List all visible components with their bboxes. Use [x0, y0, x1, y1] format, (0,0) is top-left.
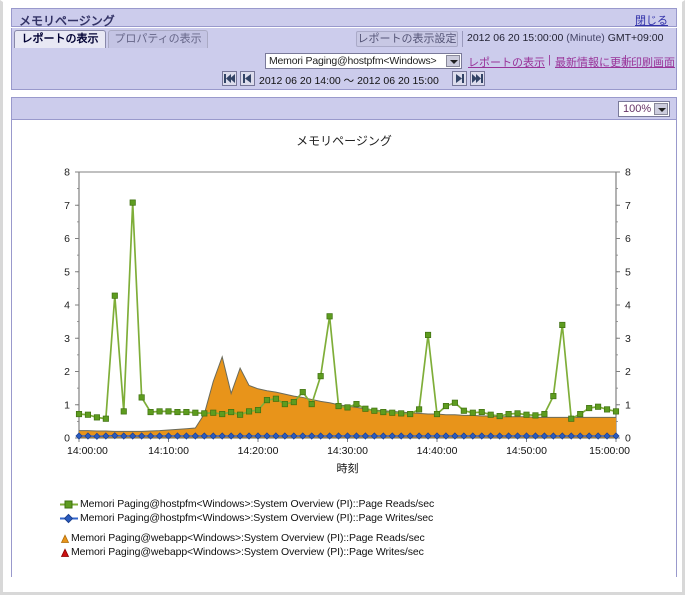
chevron-down-icon[interactable]	[654, 103, 668, 115]
tab-strip: レポートの表示 プロパティの表示 レポートの表示設定 2012 06 20 15…	[11, 28, 677, 49]
legend-marker-dome-red	[60, 548, 70, 557]
zoom-level-value: 100%	[623, 103, 652, 115]
show-report-link[interactable]: レポートの表示	[468, 57, 545, 69]
chevron-down-icon[interactable]	[446, 55, 460, 67]
chart-title: メモリページング	[296, 134, 392, 148]
timestamp-timezone: GMT+09:00	[607, 32, 664, 44]
svg-text:2: 2	[64, 366, 70, 378]
svg-text:5: 5	[64, 266, 70, 278]
skip-to-first-icon[interactable]	[222, 71, 237, 86]
svg-text:14:30:00: 14:30:00	[327, 445, 368, 457]
tab-properties-view[interactable]: プロパティの表示	[108, 30, 208, 48]
svg-text:3: 3	[625, 333, 631, 345]
agent-select[interactable]: Memori Paging@hostpfm<Windows>	[265, 53, 462, 69]
print-view-link[interactable]: 印刷画面	[631, 57, 675, 69]
timestamp-datetime: 2012 06 20 15:00:00	[467, 32, 564, 44]
refresh-link[interactable]: 最新情報に更新	[555, 57, 632, 69]
chart-plot: 0 0 1 1 2 2 3 3 4 4 5 5 6 6 7 7 8 8 14:00:00 14:10:00 14:20:…	[64, 167, 631, 476]
link-separator: |	[548, 54, 551, 66]
svg-text:6: 6	[625, 233, 631, 245]
svg-text:14:10:00: 14:10:00	[148, 445, 189, 457]
window-title: メモリページング	[19, 14, 115, 28]
svg-text:7: 7	[64, 200, 70, 212]
svg-text:1: 1	[64, 399, 70, 411]
svg-text:4: 4	[625, 300, 631, 312]
svg-text:0: 0	[64, 433, 70, 445]
time-range-text: 2012 06 20 14:00 ～ 2012 06 20 15:00	[259, 75, 439, 87]
link-separator: |	[624, 54, 627, 66]
legend-label: Memori Paging@hostpfm<Windows>:System Ov…	[80, 512, 434, 524]
svg-text:7: 7	[625, 200, 631, 212]
chart-zoom-bar: 100%	[12, 98, 676, 120]
step-backward-icon[interactable]	[240, 71, 255, 86]
chart-canvas: メモリページング 0 0 1 1 2 2 3 3 4 4 5 5 6 6 7 7 8 8 14:00:00 14:10…	[12, 120, 676, 577]
legend-label: Memori Paging@webapp<Windows>:System Ove…	[71, 546, 424, 558]
svg-text:2: 2	[625, 366, 631, 378]
report-timestamp: 2012 06 20 15:00:00 (Minute) GMT+09:00	[467, 32, 663, 44]
svg-text:3: 3	[64, 333, 70, 345]
tab-report-view[interactable]: レポートの表示	[14, 30, 106, 48]
legend-label: Memori Paging@webapp<Windows>:System Ove…	[71, 532, 425, 544]
svg-text:5: 5	[625, 266, 631, 278]
zoom-level-select[interactable]: 100%	[618, 101, 670, 117]
skip-to-last-icon[interactable]	[470, 71, 485, 86]
svg-text:14:50:00: 14:50:00	[506, 445, 547, 457]
close-window-link[interactable]: 閉じる	[635, 15, 668, 27]
legend-marker-diamond-line-blue	[60, 513, 78, 524]
svg-text:1: 1	[625, 399, 631, 411]
svg-text:6: 6	[64, 233, 70, 245]
window-titlebar: メモリページング 閉じる	[11, 8, 677, 28]
legend-marker-dome-orange	[60, 534, 70, 543]
svg-text:14:00:00: 14:00:00	[67, 445, 108, 457]
report-controls-row: Memori Paging@hostpfm<Windows> レポートの表示 |…	[11, 49, 677, 90]
svg-text:時刻: 時刻	[337, 461, 359, 475]
svg-text:4: 4	[64, 300, 70, 312]
svg-text:14:40:00: 14:40:00	[417, 445, 458, 457]
svg-text:8: 8	[625, 167, 631, 179]
report-display-settings-button[interactable]: レポートの表示設定	[356, 31, 458, 47]
agent-select-value: Memori Paging@hostpfm<Windows>	[269, 55, 437, 67]
legend-marker-square-line-green	[60, 500, 78, 509]
legend-label: Memori Paging@hostpfm<Windows>:System Ov…	[80, 498, 435, 510]
svg-text:15:00:00: 15:00:00	[589, 445, 630, 457]
svg-text:8: 8	[64, 167, 70, 179]
timestamp-unit: (Minute)	[566, 32, 605, 44]
toolbar-divider	[462, 31, 463, 47]
svg-text:14:20:00: 14:20:00	[238, 445, 279, 457]
step-forward-icon[interactable]	[452, 71, 467, 86]
chart-panel: 100% メモリページング 0 0 1 1 2 2 3 3 4 4 5 5 6 6 7 7 8 8 14:00:00…	[11, 97, 677, 577]
svg-text:0: 0	[625, 433, 631, 445]
